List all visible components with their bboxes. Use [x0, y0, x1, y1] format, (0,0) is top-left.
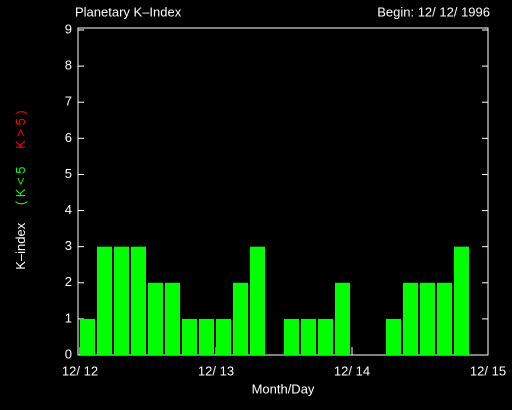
x-axis-label: Month/Day — [252, 381, 315, 396]
x-tick-label: 12/ 15 — [470, 363, 506, 378]
y-tick-label: 0 — [65, 346, 72, 361]
y-label-main: K–index — [13, 222, 28, 269]
bar — [386, 318, 401, 355]
y-tick-label: 9 — [65, 21, 72, 36]
chart-subtitle: Begin: 12/ 12/ 1996 — [377, 4, 490, 19]
bar — [250, 246, 265, 355]
y-tick-label: 7 — [65, 94, 72, 109]
bar — [420, 282, 435, 355]
y-tick-label: 3 — [65, 238, 72, 253]
y-tick-label: 8 — [65, 58, 72, 73]
bar — [114, 246, 129, 355]
bar — [335, 282, 350, 355]
x-tick-label: 12/ 13 — [198, 363, 234, 378]
y-axis-label: K–index ( K < 5 K > 5 ) — [13, 110, 28, 270]
chart-title: Planetary K–Index — [75, 4, 182, 19]
y-label-high: K > 5 ) — [13, 110, 28, 149]
bar — [80, 318, 95, 355]
bar — [148, 282, 163, 355]
bar — [199, 318, 214, 355]
y-label-low: ( K < 5 — [13, 167, 28, 206]
plot-frame — [77, 27, 489, 356]
y-tick-label: 1 — [65, 310, 72, 325]
x-tick-label: 12/ 14 — [334, 363, 370, 378]
bar — [437, 282, 452, 355]
y-tick-label: 6 — [65, 130, 72, 145]
y-tick-label: 4 — [65, 202, 72, 217]
bar — [403, 282, 418, 355]
bar — [216, 318, 231, 355]
x-tick-label: 12/ 12 — [62, 363, 98, 378]
bar — [301, 318, 316, 355]
bar — [97, 246, 112, 355]
bar — [284, 318, 299, 355]
bar — [131, 246, 146, 355]
bar — [233, 282, 248, 355]
y-tick-label: 5 — [65, 166, 72, 181]
bar — [165, 282, 180, 355]
y-tick-label: 2 — [65, 274, 72, 289]
bar — [454, 246, 469, 355]
bar — [318, 318, 333, 355]
bar — [182, 318, 197, 355]
